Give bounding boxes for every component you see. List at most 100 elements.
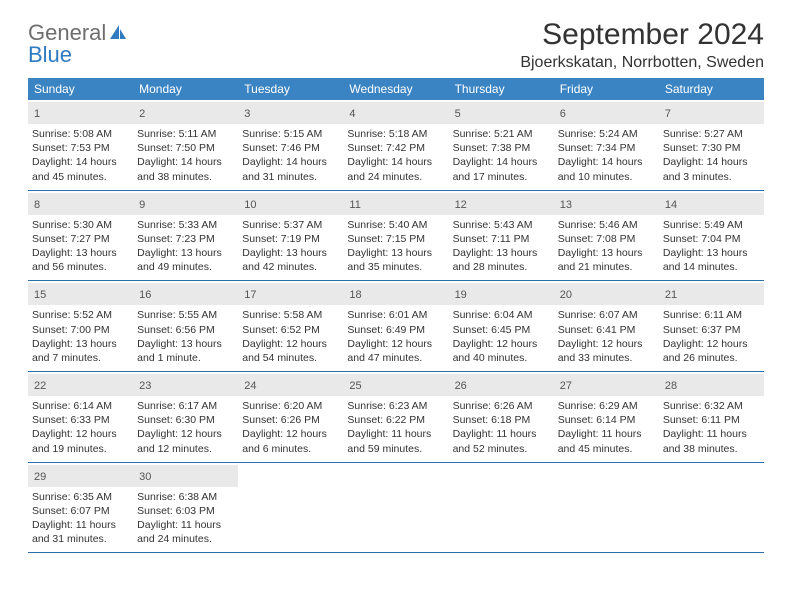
sunrise-text: Sunrise: 6:38 AM [137, 490, 234, 504]
day2-text: and 38 minutes. [663, 442, 760, 456]
weekday-header: Tuesday [238, 78, 343, 100]
sunrise-text: Sunrise: 5:27 AM [663, 127, 760, 141]
day1-text: Daylight: 12 hours [453, 337, 550, 351]
sunrise-text: Sunrise: 5:24 AM [558, 127, 655, 141]
day2-text: and 21 minutes. [558, 260, 655, 274]
day-number: 19 [455, 289, 467, 301]
sunrise-text: Sunrise: 6:32 AM [663, 399, 760, 413]
day2-text: and 45 minutes. [32, 170, 129, 184]
sunset-text: Sunset: 6:45 PM [453, 323, 550, 337]
day-cell: 25Sunrise: 6:23 AMSunset: 6:22 PMDayligh… [343, 372, 448, 462]
day-number-row: 25 [343, 374, 448, 396]
day-cell: 19 Sunrise: 6:04 AMSunset: 6:45 PMDayligh… [449, 281, 554, 371]
day-cell: 13Sunrise: 5:46 AMSunset: 7:08 PMDayligh… [554, 191, 659, 281]
day-number: 9 [139, 199, 145, 211]
sunrise-text: Sunrise: 6:17 AM [137, 399, 234, 413]
day-cell: 10Sunrise: 5:37 AMSunset: 7:19 PMDayligh… [238, 191, 343, 281]
day-cell: 2Sunrise: 5:11 AMSunset: 7:50 PMDaylight… [133, 100, 238, 190]
title-block: September 2024 Bjoerkskatan, Norrbotten,… [520, 18, 764, 72]
day1-text: Daylight: 14 hours [137, 155, 234, 169]
sunrise-text: Sunrise: 6:11 AM [663, 308, 760, 322]
week-row: 22Sunrise: 6:14 AMSunset: 6:33 PMDayligh… [28, 372, 764, 463]
weekday-header: Thursday [449, 78, 554, 100]
day-cell: 9Sunrise: 5:33 AMSunset: 7:23 PMDaylight… [133, 191, 238, 281]
day-number-row: 7 [659, 102, 764, 124]
day-number: 11 [349, 199, 360, 211]
day-cell [659, 463, 764, 553]
sunrise-text: Sunrise: 6:04 AM [453, 308, 550, 322]
day-number-row: 23 [133, 374, 238, 396]
day-cell: 14Sunrise: 5:49 AMSunset: 7:04 PMDayligh… [659, 191, 764, 281]
day-number: 3 [244, 108, 250, 120]
day-number: 17 [244, 289, 256, 301]
day1-text: Daylight: 12 hours [558, 337, 655, 351]
sunset-text: Sunset: 7:46 PM [242, 141, 339, 155]
day-number: 23 [139, 380, 151, 392]
day-cell [554, 463, 659, 553]
weeks-container: 1Sunrise: 5:08 AMSunset: 7:53 PMDaylight… [28, 100, 764, 553]
day-cell: 8Sunrise: 5:30 AMSunset: 7:27 PMDaylight… [28, 191, 133, 281]
sunset-text: Sunset: 6:03 PM [137, 504, 234, 518]
sunrise-text: Sunrise: 5:52 AM [32, 308, 129, 322]
weekday-header-row: SundayMondayTuesdayWednesdayThursdayFrid… [28, 78, 764, 100]
day-cell: 15Sunrise: 5:52 AMSunset: 7:00 PMDayligh… [28, 281, 133, 371]
sunset-text: Sunset: 7:50 PM [137, 141, 234, 155]
sunset-text: Sunset: 6:49 PM [347, 323, 444, 337]
day1-text: Daylight: 11 hours [453, 427, 550, 441]
day-number: 20 [560, 289, 572, 301]
day-cell: 16Sunrise: 5:55 AMSunset: 6:56 PMDayligh… [133, 281, 238, 371]
day-cell: 4Sunrise: 5:18 AMSunset: 7:42 PMDaylight… [343, 100, 448, 190]
sunrise-text: Sunrise: 6:35 AM [32, 490, 129, 504]
day-number-row: 17 [238, 283, 343, 305]
day-number-row: 3 [238, 102, 343, 124]
day-cell: 30Sunrise: 6:38 AMSunset: 6:03 PMDayligh… [133, 463, 238, 553]
day1-text: Daylight: 13 hours [558, 246, 655, 260]
day-cell: 23Sunrise: 6:17 AMSunset: 6:30 PMDayligh… [133, 372, 238, 462]
week-row: 1Sunrise: 5:08 AMSunset: 7:53 PMDaylight… [28, 100, 764, 191]
sunrise-text: Sunrise: 5:21 AM [453, 127, 550, 141]
day-cell: 18Sunrise: 6:01 AMSunset: 6:49 PMDayligh… [343, 281, 448, 371]
day-number-row: 16 [133, 283, 238, 305]
day-number-row: 15 [28, 283, 133, 305]
day-cell: 21Sunrise: 6:11 AMSunset: 6:37 PMDayligh… [659, 281, 764, 371]
day1-text: Daylight: 14 hours [347, 155, 444, 169]
day2-text: and 7 minutes. [32, 351, 129, 365]
day-number: 2 [139, 108, 145, 120]
day-number-row: 26 [449, 374, 554, 396]
day-number-row: 12 [449, 193, 554, 215]
day-number: 8 [34, 199, 40, 211]
day-cell: 3Sunrise: 5:15 AMSunset: 7:46 PMDaylight… [238, 100, 343, 190]
sunset-text: Sunset: 7:00 PM [32, 323, 129, 337]
sunset-text: Sunset: 6:41 PM [558, 323, 655, 337]
day-number-row: 27 [554, 374, 659, 396]
sunrise-text: Sunrise: 5:46 AM [558, 218, 655, 232]
day2-text: and 40 minutes. [453, 351, 550, 365]
day-number: 1 [34, 108, 40, 120]
day1-text: Daylight: 11 hours [663, 427, 760, 441]
day2-text: and 56 minutes. [32, 260, 129, 274]
day-number: 21 [665, 289, 677, 301]
sunset-text: Sunset: 6:11 PM [663, 413, 760, 427]
day1-text: Daylight: 11 hours [347, 427, 444, 441]
day1-text: Daylight: 13 hours [453, 246, 550, 260]
sunrise-text: Sunrise: 5:08 AM [32, 127, 129, 141]
sunrise-text: Sunrise: 5:33 AM [137, 218, 234, 232]
day-cell: 12Sunrise: 5:43 AMSunset: 7:11 PMDayligh… [449, 191, 554, 281]
day-cell: 20Sunrise: 6:07 AMSunset: 6:41 PMDayligh… [554, 281, 659, 371]
day-number: 24 [244, 380, 256, 392]
calendar: SundayMondayTuesdayWednesdayThursdayFrid… [28, 78, 764, 553]
day-number: 30 [139, 471, 151, 483]
day1-text: Daylight: 12 hours [32, 427, 129, 441]
day-number-row: 4 [343, 102, 448, 124]
day-number: 12 [455, 199, 467, 211]
day2-text: and 59 minutes. [347, 442, 444, 456]
logo: General Blue [28, 18, 127, 66]
day-number-row: 5 [449, 102, 554, 124]
day-number-row: 30 [133, 465, 238, 487]
logo-text: General Blue [28, 22, 127, 66]
day-number: 29 [34, 471, 46, 483]
day-cell [238, 463, 343, 553]
weekday-header: Saturday [659, 78, 764, 100]
day-number-row: 28 [659, 374, 764, 396]
day-number-row: 6 [554, 102, 659, 124]
